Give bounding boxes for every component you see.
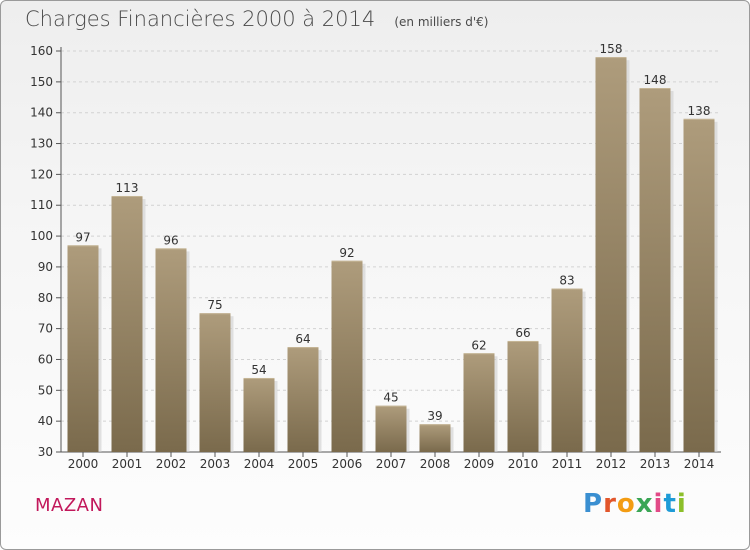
bar-value-label: 97 [75, 230, 90, 244]
bar-value-label: 113 [116, 181, 139, 195]
bar [375, 405, 407, 452]
bar-value-label: 45 [383, 391, 398, 405]
x-tick-label: 2004 [244, 457, 275, 471]
bar-value-label: 54 [251, 363, 266, 377]
axes: 30 40 50 60 70 80 90 100 110 120 130 140 150 160 2000 2… [30, 44, 721, 471]
data-labels: 97 113 96 75 54 64 92 45 39 62 66 83 158 148 138 [75, 42, 710, 423]
logo-letter: P [583, 489, 604, 519]
bar [199, 313, 231, 452]
y-tick-label: 120 [30, 167, 53, 181]
y-tick-label: 160 [30, 44, 53, 58]
logo-letter: t [663, 489, 677, 519]
x-tick-label: 2008 [420, 457, 451, 471]
x-tick-label: 2000 [68, 457, 99, 471]
logo-letter: r [603, 489, 617, 519]
bars [67, 57, 718, 453]
bar-value-label: 66 [515, 326, 530, 340]
x-tick-label: 2011 [552, 457, 583, 471]
bar [507, 340, 539, 452]
y-tick-label: 80 [38, 291, 53, 305]
bar-value-label: 83 [559, 274, 574, 288]
bar-value-label: 62 [471, 338, 486, 352]
bar-value-label: 64 [295, 332, 310, 346]
bar [551, 288, 583, 452]
chart-title: Charges Financières 2000 à 2014 [25, 7, 376, 31]
bar [639, 88, 671, 452]
x-tick-label: 2002 [156, 457, 187, 471]
logo-letter: i [676, 489, 687, 519]
x-tick-label: 2005 [288, 457, 319, 471]
y-tick-label: 30 [38, 445, 53, 459]
x-tick-label: 2012 [596, 457, 627, 471]
x-tick-label: 2013 [640, 457, 671, 471]
x-tick-label: 2003 [200, 457, 231, 471]
proxiti-logo: Proxiti [583, 489, 687, 519]
bar [111, 195, 143, 452]
x-tick-label: 2007 [376, 457, 407, 471]
y-tick-label: 130 [30, 137, 53, 151]
y-tick-label: 90 [38, 260, 53, 274]
logo-letter: o [616, 489, 636, 519]
bar [287, 347, 319, 452]
chart-unit: (en milliers d'€) [394, 15, 489, 29]
bar [463, 353, 495, 452]
y-tick-label: 60 [38, 352, 53, 366]
y-tick-label: 100 [30, 229, 53, 243]
y-tick-label: 110 [30, 198, 53, 212]
bar-value-label: 39 [427, 409, 442, 423]
bar [595, 57, 627, 453]
x-tick-label: 2006 [332, 457, 363, 471]
bar [155, 248, 187, 452]
bar-value-label: 158 [600, 42, 623, 56]
x-tick-label: 2009 [464, 457, 495, 471]
city-name: MAZAN [35, 495, 104, 516]
bar [683, 118, 715, 452]
bar-value-label: 148 [644, 73, 667, 87]
bar [67, 245, 99, 452]
logo-letter: i [653, 489, 664, 519]
y-tick-label: 50 [38, 383, 53, 397]
logo-letter: x [635, 489, 654, 519]
y-tick-label: 40 [38, 414, 53, 428]
x-tick-label: 2001 [112, 457, 143, 471]
bar-value-label: 92 [339, 246, 354, 260]
bar [419, 424, 451, 452]
bar-chart: 30 40 50 60 70 80 90 100 110 120 130 140 150 160 2000 2… [30, 42, 721, 471]
bar-value-label: 75 [207, 298, 222, 312]
y-tick-label: 150 [30, 75, 53, 89]
y-tick-label: 70 [38, 322, 53, 336]
y-tick-label: 140 [30, 106, 53, 120]
chart-title-block: Charges Financières 2000 à 2014 (en mill… [25, 7, 488, 31]
bar-value-label: 96 [163, 233, 178, 247]
x-tick-label: 2010 [508, 457, 539, 471]
bar [243, 377, 275, 452]
bar-value-label: 138 [688, 104, 711, 118]
bar [331, 260, 363, 452]
x-tick-label: 2014 [684, 457, 715, 471]
